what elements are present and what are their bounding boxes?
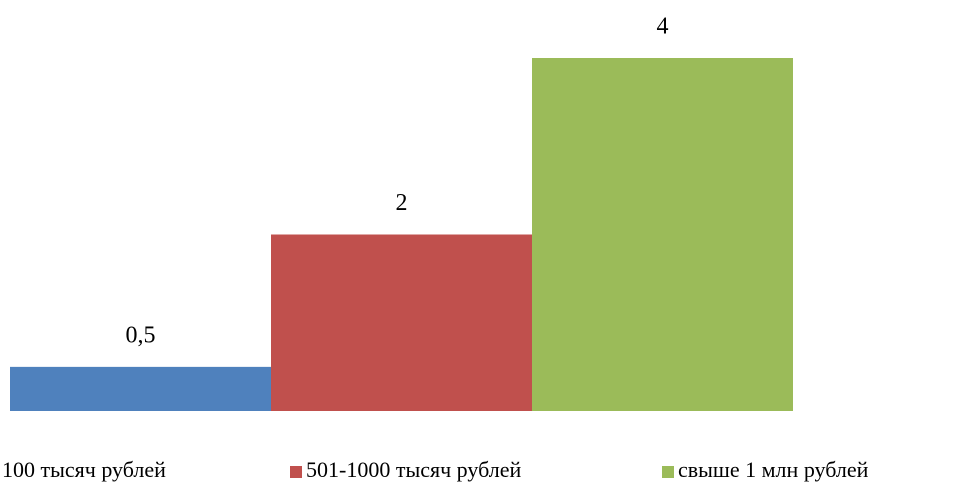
legend-marker xyxy=(662,466,674,478)
bar xyxy=(532,58,793,411)
bar xyxy=(271,234,532,411)
legend-marker xyxy=(290,466,302,478)
data-label: 2 xyxy=(396,190,408,216)
bar xyxy=(10,366,271,411)
data-label: 0,5 xyxy=(126,322,156,348)
data-label: 4 xyxy=(657,14,669,40)
legend-label: свыше 1 млн рублей xyxy=(678,457,869,482)
legend-label: 100 тысяч рублей xyxy=(2,457,166,482)
legend-label: 501-1000 тысяч рублей xyxy=(306,457,521,482)
